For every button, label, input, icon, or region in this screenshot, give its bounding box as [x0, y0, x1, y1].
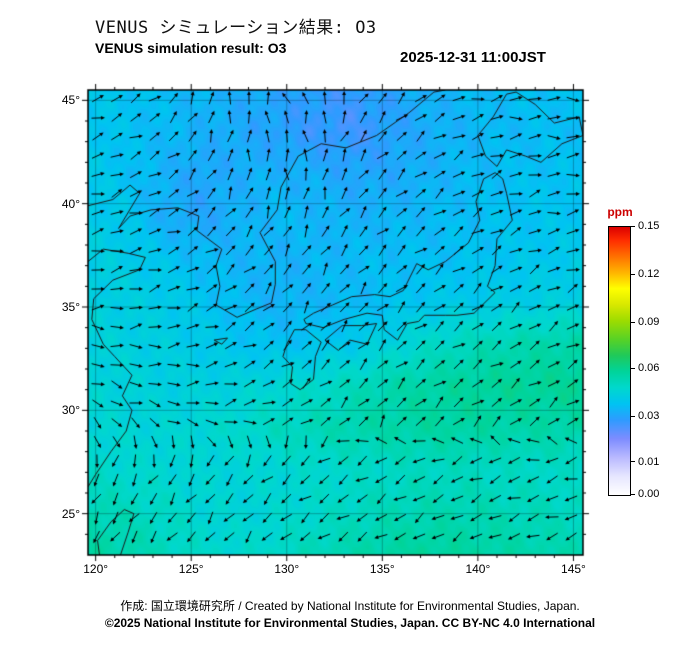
figure-title-english: VENUS simulation result: O3 [95, 40, 287, 56]
colorbar-tick [631, 273, 635, 275]
colorbar-tick-label: 0.12 [638, 268, 660, 281]
x-tick-label: 135° [369, 562, 395, 576]
colorbar-tick [631, 493, 635, 495]
x-tick-label: 120° [83, 562, 109, 576]
colorbar-tick-label: 0.15 [638, 220, 660, 232]
credit-text: 作成: 国立環境研究所 / Created by National Instit… [120, 599, 580, 613]
colorbar-tick-label: 0.01 [638, 455, 660, 468]
colorbar-tick-label: 0.06 [638, 362, 660, 375]
y-tick-label: 40° [61, 196, 80, 211]
colorbar-tick [631, 461, 635, 463]
license-text: ©2025 National Institute for Environment… [104, 616, 596, 630]
valid-time-label: 2025-12-31 11:00JST [400, 49, 546, 66]
x-tick-label: 125° [178, 562, 204, 576]
y-tick-label: 30° [61, 403, 80, 418]
colorbar-tick [631, 225, 635, 227]
y-tick-label: 45° [61, 93, 80, 108]
colorbar-tick [631, 367, 635, 369]
x-tick-label: 145° [561, 562, 586, 576]
y-tick-label: 25° [61, 506, 80, 521]
colorbar-tick [631, 321, 635, 323]
figure-title-japanese: VENUS シミュレーション結果: O3 [95, 18, 377, 38]
colorbar [608, 226, 631, 496]
colorbar-tick-label: 0.09 [638, 316, 660, 329]
colorbar-tick [631, 415, 635, 417]
x-tick-label: 140° [465, 562, 491, 576]
map-canvas [80, 81, 592, 565]
y-tick-label: 35° [61, 300, 80, 314]
colorbar-tick-label: 0.00 [638, 488, 660, 500]
colorbar-unit-label: ppm [607, 205, 633, 219]
x-tick-label: 130° [274, 562, 300, 576]
colorbar-tick-label: 0.03 [638, 410, 660, 423]
